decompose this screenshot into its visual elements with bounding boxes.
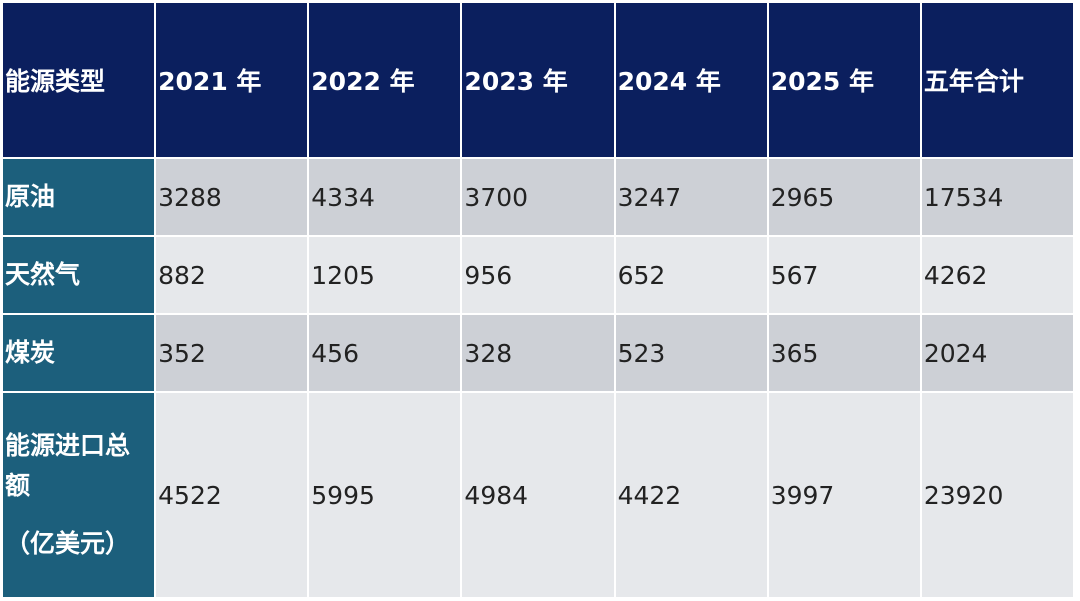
header-cell: 2024 年 [615, 3, 767, 157]
value-cell: 2024 [921, 315, 1073, 391]
value-cell: 4262 [921, 237, 1073, 313]
value-cell: 523 [615, 315, 767, 391]
value-cell: 17534 [921, 159, 1073, 235]
row-label-cell: 能源进口总额 （亿美元） [3, 393, 155, 597]
value-cell: 4522 [156, 393, 308, 597]
header-cell: 2025 年 [768, 3, 920, 157]
value-cell: 4422 [615, 393, 767, 597]
row-label: 能源进口总额 [5, 431, 131, 500]
row-label: 煤炭 [5, 338, 56, 367]
row-label: （亿美元） [5, 529, 131, 558]
row-label: 天然气 [5, 260, 81, 289]
value-cell: 3288 [156, 159, 308, 235]
header-cell: 五年合计 [921, 3, 1073, 157]
row-label-cell: 原油 [3, 159, 155, 235]
value-cell: 352 [156, 315, 308, 391]
value-cell: 3247 [615, 159, 767, 235]
header-row: 能源类型 2021 年 2022 年 2023 年 2024 年 2025 年五年合计 [3, 3, 1073, 157]
value-cell: 4984 [462, 393, 614, 597]
table-head: 能源类型 2021 年 2022 年 2023 年 2024 年 2025 年五年合计 [3, 3, 1073, 157]
header-cell: 能源类型 [3, 3, 155, 157]
value-cell: 956 [462, 237, 614, 313]
table-body: 原油 3288 4334 3700 3247 2965 17534 天然气 882 1205 956… [3, 159, 1073, 597]
value-cell: 567 [768, 237, 920, 313]
header-cell: 2021 年 [156, 3, 308, 157]
table-row: 天然气 882 1205 956 652 567 4262 [3, 237, 1073, 313]
value-cell: 3997 [768, 393, 920, 597]
table-row: 能源进口总额 （亿美元） 4522 5995 4984 4422 3997 23920 [3, 393, 1073, 597]
value-cell: 652 [615, 237, 767, 313]
table-row: 煤炭 352 456 328 523 365 2024 [3, 315, 1073, 391]
value-cell: 3700 [462, 159, 614, 235]
value-cell: 365 [768, 315, 920, 391]
value-cell: 23920 [921, 393, 1073, 597]
value-cell: 4334 [309, 159, 461, 235]
value-cell: 2965 [768, 159, 920, 235]
value-cell: 456 [309, 315, 461, 391]
value-cell: 1205 [309, 237, 461, 313]
table-row: 原油 3288 4334 3700 3247 2965 17534 [3, 159, 1073, 235]
header-cell: 2023 年 [462, 3, 614, 157]
row-label-cell: 天然气 [3, 237, 155, 313]
value-cell: 328 [462, 315, 614, 391]
header-cell: 2022 年 [309, 3, 461, 157]
value-cell: 5995 [309, 393, 461, 597]
row-label-cell: 煤炭 [3, 315, 155, 391]
value-cell: 882 [156, 237, 308, 313]
row-label: 原油 [5, 182, 56, 211]
